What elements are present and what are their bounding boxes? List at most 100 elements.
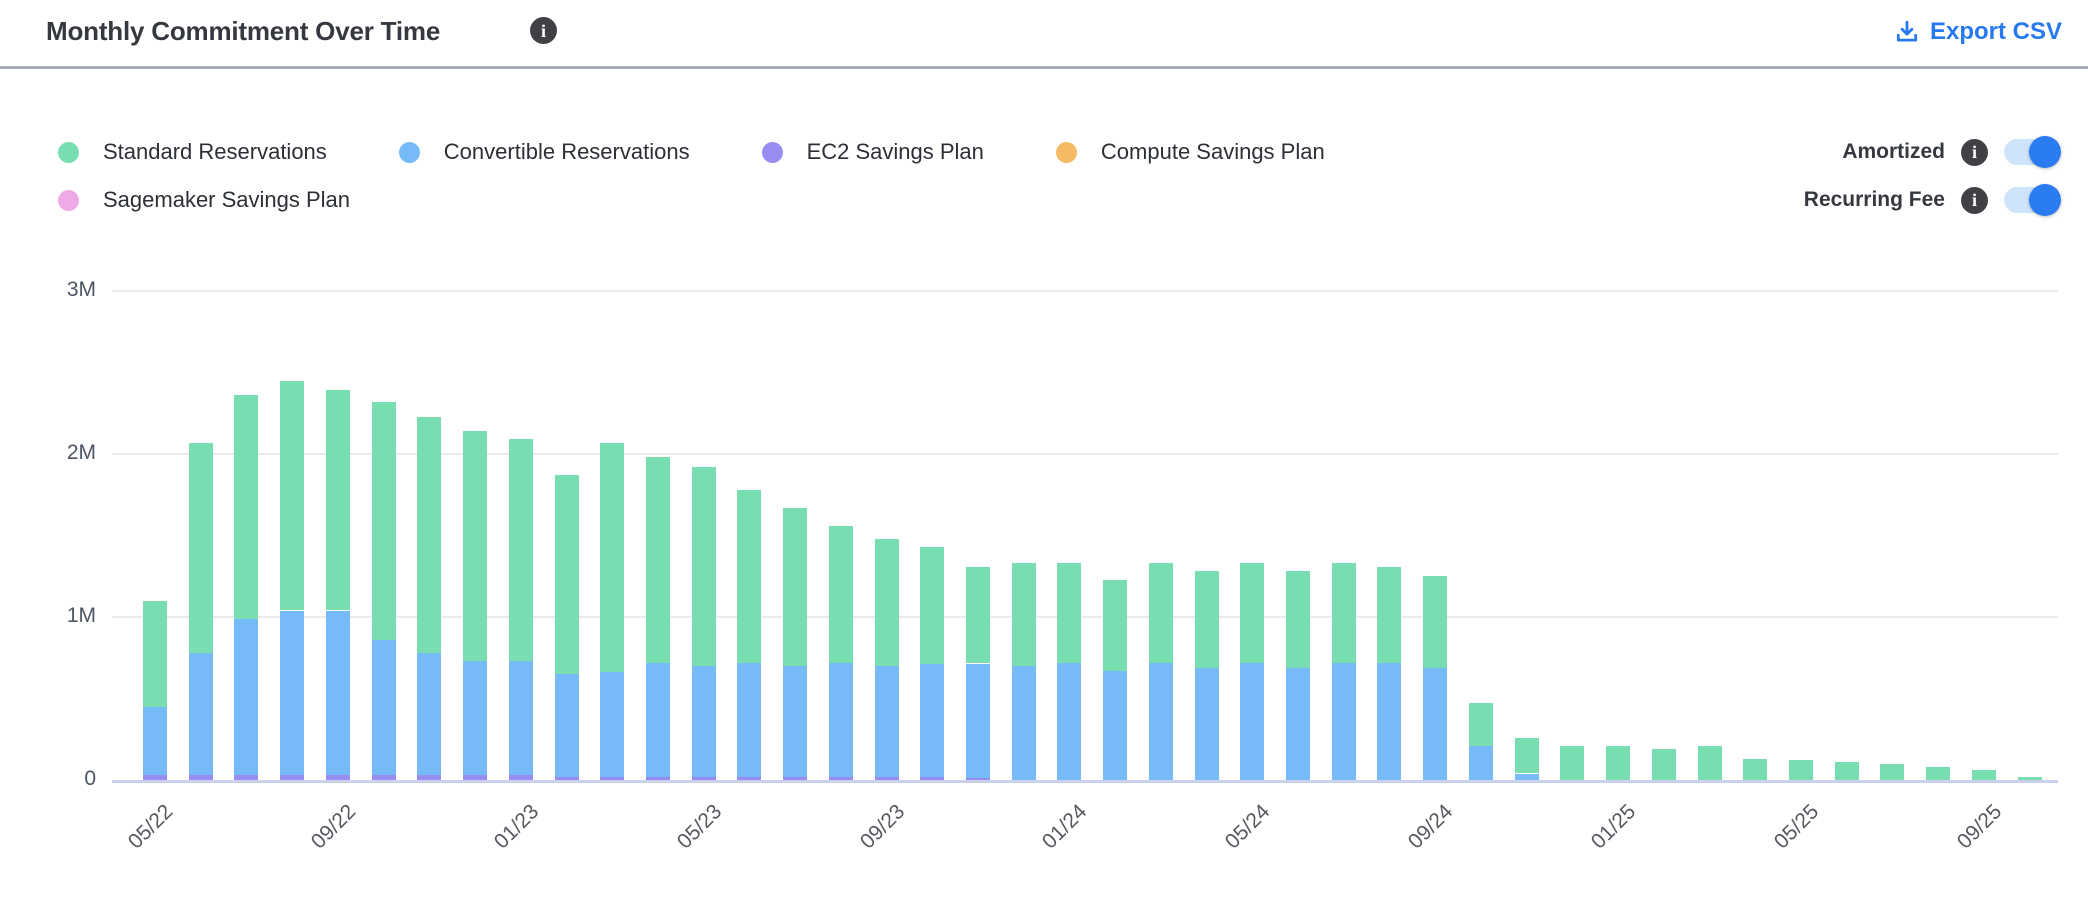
bar-segment-07/24[interactable]	[1331, 662, 1356, 780]
legend-item-convertible-reservations[interactable]: Convertible Reservations	[398, 139, 690, 165]
bar-segment-04/24[interactable]	[1194, 667, 1219, 780]
bar-segment-08/23[interactable]	[828, 525, 853, 663]
bar-segment-09/24[interactable]	[1423, 667, 1448, 780]
bar-segment-12/22[interactable]	[463, 661, 487, 776]
title-info-icon[interactable]: i	[530, 17, 557, 44]
bar-segment-06/24[interactable]	[1286, 571, 1310, 668]
bar-segment-02/23[interactable]	[554, 776, 579, 780]
bar-segment-08/22[interactable]	[280, 775, 305, 780]
bar-segment-07/24[interactable]	[1331, 563, 1356, 663]
bar-segment-05/22[interactable]	[143, 775, 167, 780]
bar-segment-01/24[interactable]	[1057, 563, 1082, 663]
bar-segment-05/24[interactable]	[1240, 662, 1265, 780]
bar-segment-06/22[interactable]	[188, 652, 213, 776]
bar-segment-11/22[interactable]	[417, 416, 442, 653]
bar-segment-11/22[interactable]	[417, 652, 442, 776]
bar-segment-07/23[interactable]	[783, 665, 808, 777]
bar-segment-08/24[interactable]	[1377, 566, 1402, 663]
recurring-fee-toggle[interactable]	[2004, 184, 2061, 216]
bar-segment-07/22[interactable]	[234, 775, 259, 780]
bar-segment-05/22[interactable]	[143, 706, 167, 776]
bar-segment-12/22[interactable]	[463, 431, 487, 661]
bar-segment-04/23[interactable]	[645, 662, 670, 777]
bar-segment-10/23[interactable]	[920, 664, 945, 777]
bar-segment-02/24[interactable]	[1103, 579, 1128, 671]
bar-segment-11/23[interactable]	[966, 663, 990, 778]
bar-segment-08/22[interactable]	[280, 380, 305, 611]
bar-segment-06/22[interactable]	[188, 775, 213, 780]
bar-segment-03/23[interactable]	[600, 442, 625, 673]
bar-segment-07/25[interactable]	[1880, 763, 1905, 780]
bar-segment-12/23[interactable]	[1011, 665, 1036, 780]
bar-segment-09/23[interactable]	[874, 776, 899, 780]
bar-segment-07/22[interactable]	[234, 618, 259, 776]
bar-segment-12/23[interactable]	[1011, 563, 1036, 666]
bar-segment-06/23[interactable]	[737, 489, 762, 663]
bar-segment-04/24[interactable]	[1194, 571, 1219, 668]
bar-segment-01/24[interactable]	[1057, 662, 1082, 780]
bar-segment-10/23[interactable]	[920, 546, 945, 665]
bar-segment-09/23[interactable]	[874, 665, 899, 777]
bar-segment-05/23[interactable]	[691, 665, 716, 777]
export-csv-button[interactable]: Export CSV	[1894, 18, 2062, 46]
bar-segment-09/22[interactable]	[325, 610, 350, 776]
bar-segment-07/23[interactable]	[783, 507, 808, 666]
bar-segment-08/25[interactable]	[1926, 767, 1951, 780]
bar-segment-04/23[interactable]	[645, 776, 670, 780]
bar-segment-12/22[interactable]	[463, 775, 487, 780]
bar-segment-01/23[interactable]	[508, 775, 533, 780]
bar-segment-10/22[interactable]	[371, 775, 396, 780]
bar-segment-10/22[interactable]	[371, 639, 396, 776]
bar-segment-03/25[interactable]	[1697, 745, 1722, 780]
bar-segment-05/22[interactable]	[143, 600, 167, 707]
bar-segment-08/24[interactable]	[1377, 662, 1402, 780]
bar-segment-12/24[interactable]	[1560, 745, 1585, 780]
bar-segment-08/23[interactable]	[828, 776, 853, 780]
recurring-fee-info-icon[interactable]: i	[1961, 186, 1988, 214]
bar-segment-09/24[interactable]	[1423, 576, 1448, 668]
bar-segment-09/23[interactable]	[874, 538, 899, 666]
bar-segment-07/23[interactable]	[783, 776, 808, 780]
bar-segment-01/23[interactable]	[508, 439, 533, 661]
bar-segment-09/22[interactable]	[325, 390, 350, 611]
bar-segment-02/25[interactable]	[1651, 749, 1676, 780]
bar-segment-02/24[interactable]	[1103, 670, 1128, 780]
legend-item-sagemaker-savings-plan[interactable]: Sagemaker Savings Plan	[58, 187, 350, 213]
bar-segment-11/24[interactable]	[1514, 773, 1539, 780]
bar-segment-03/23[interactable]	[600, 776, 625, 780]
bar-segment-05/25[interactable]	[1788, 760, 1813, 780]
bar-segment-08/23[interactable]	[828, 662, 853, 777]
bar-segment-07/22[interactable]	[234, 395, 259, 619]
bar-segment-11/23[interactable]	[966, 567, 990, 664]
bar-segment-10/25[interactable]	[2017, 776, 2042, 780]
legend-item-ec2-savings-plan[interactable]: EC2 Savings Plan	[761, 139, 984, 165]
amortized-info-icon[interactable]: i	[1961, 138, 1988, 166]
bar-segment-04/25[interactable]	[1743, 758, 1768, 780]
bar-segment-02/23[interactable]	[554, 674, 579, 777]
bar-segment-02/23[interactable]	[554, 475, 579, 675]
bar-segment-09/25[interactable]	[1971, 770, 1996, 780]
legend-item-compute-savings-plan[interactable]: Compute Savings Plan	[1055, 139, 1325, 165]
bar-segment-10/23[interactable]	[920, 776, 945, 780]
bar-segment-10/22[interactable]	[371, 401, 396, 640]
bar-segment-01/25[interactable]	[1606, 745, 1630, 780]
bar-segment-06/25[interactable]	[1834, 762, 1859, 780]
bar-segment-06/22[interactable]	[188, 442, 213, 653]
bar-segment-08/22[interactable]	[280, 610, 305, 776]
bar-segment-11/22[interactable]	[417, 775, 442, 780]
bar-segment-05/23[interactable]	[691, 467, 716, 666]
bar-segment-03/23[interactable]	[600, 672, 625, 777]
bar-segment-03/24[interactable]	[1148, 563, 1173, 663]
bar-segment-10/24[interactable]	[1468, 745, 1493, 780]
bar-segment-05/23[interactable]	[691, 776, 716, 780]
bar-segment-10/24[interactable]	[1468, 703, 1493, 746]
bar-segment-11/24[interactable]	[1514, 737, 1539, 774]
amortized-toggle[interactable]	[2004, 136, 2061, 168]
bar-segment-04/23[interactable]	[645, 457, 670, 663]
bar-segment-05/24[interactable]	[1240, 563, 1265, 663]
bar-segment-06/23[interactable]	[737, 776, 762, 780]
legend-item-standard-reservations[interactable]: Standard Reservations	[58, 139, 327, 165]
bar-segment-09/22[interactable]	[325, 775, 350, 780]
bar-segment-11/23[interactable]	[966, 777, 990, 780]
bar-segment-06/23[interactable]	[737, 662, 762, 777]
